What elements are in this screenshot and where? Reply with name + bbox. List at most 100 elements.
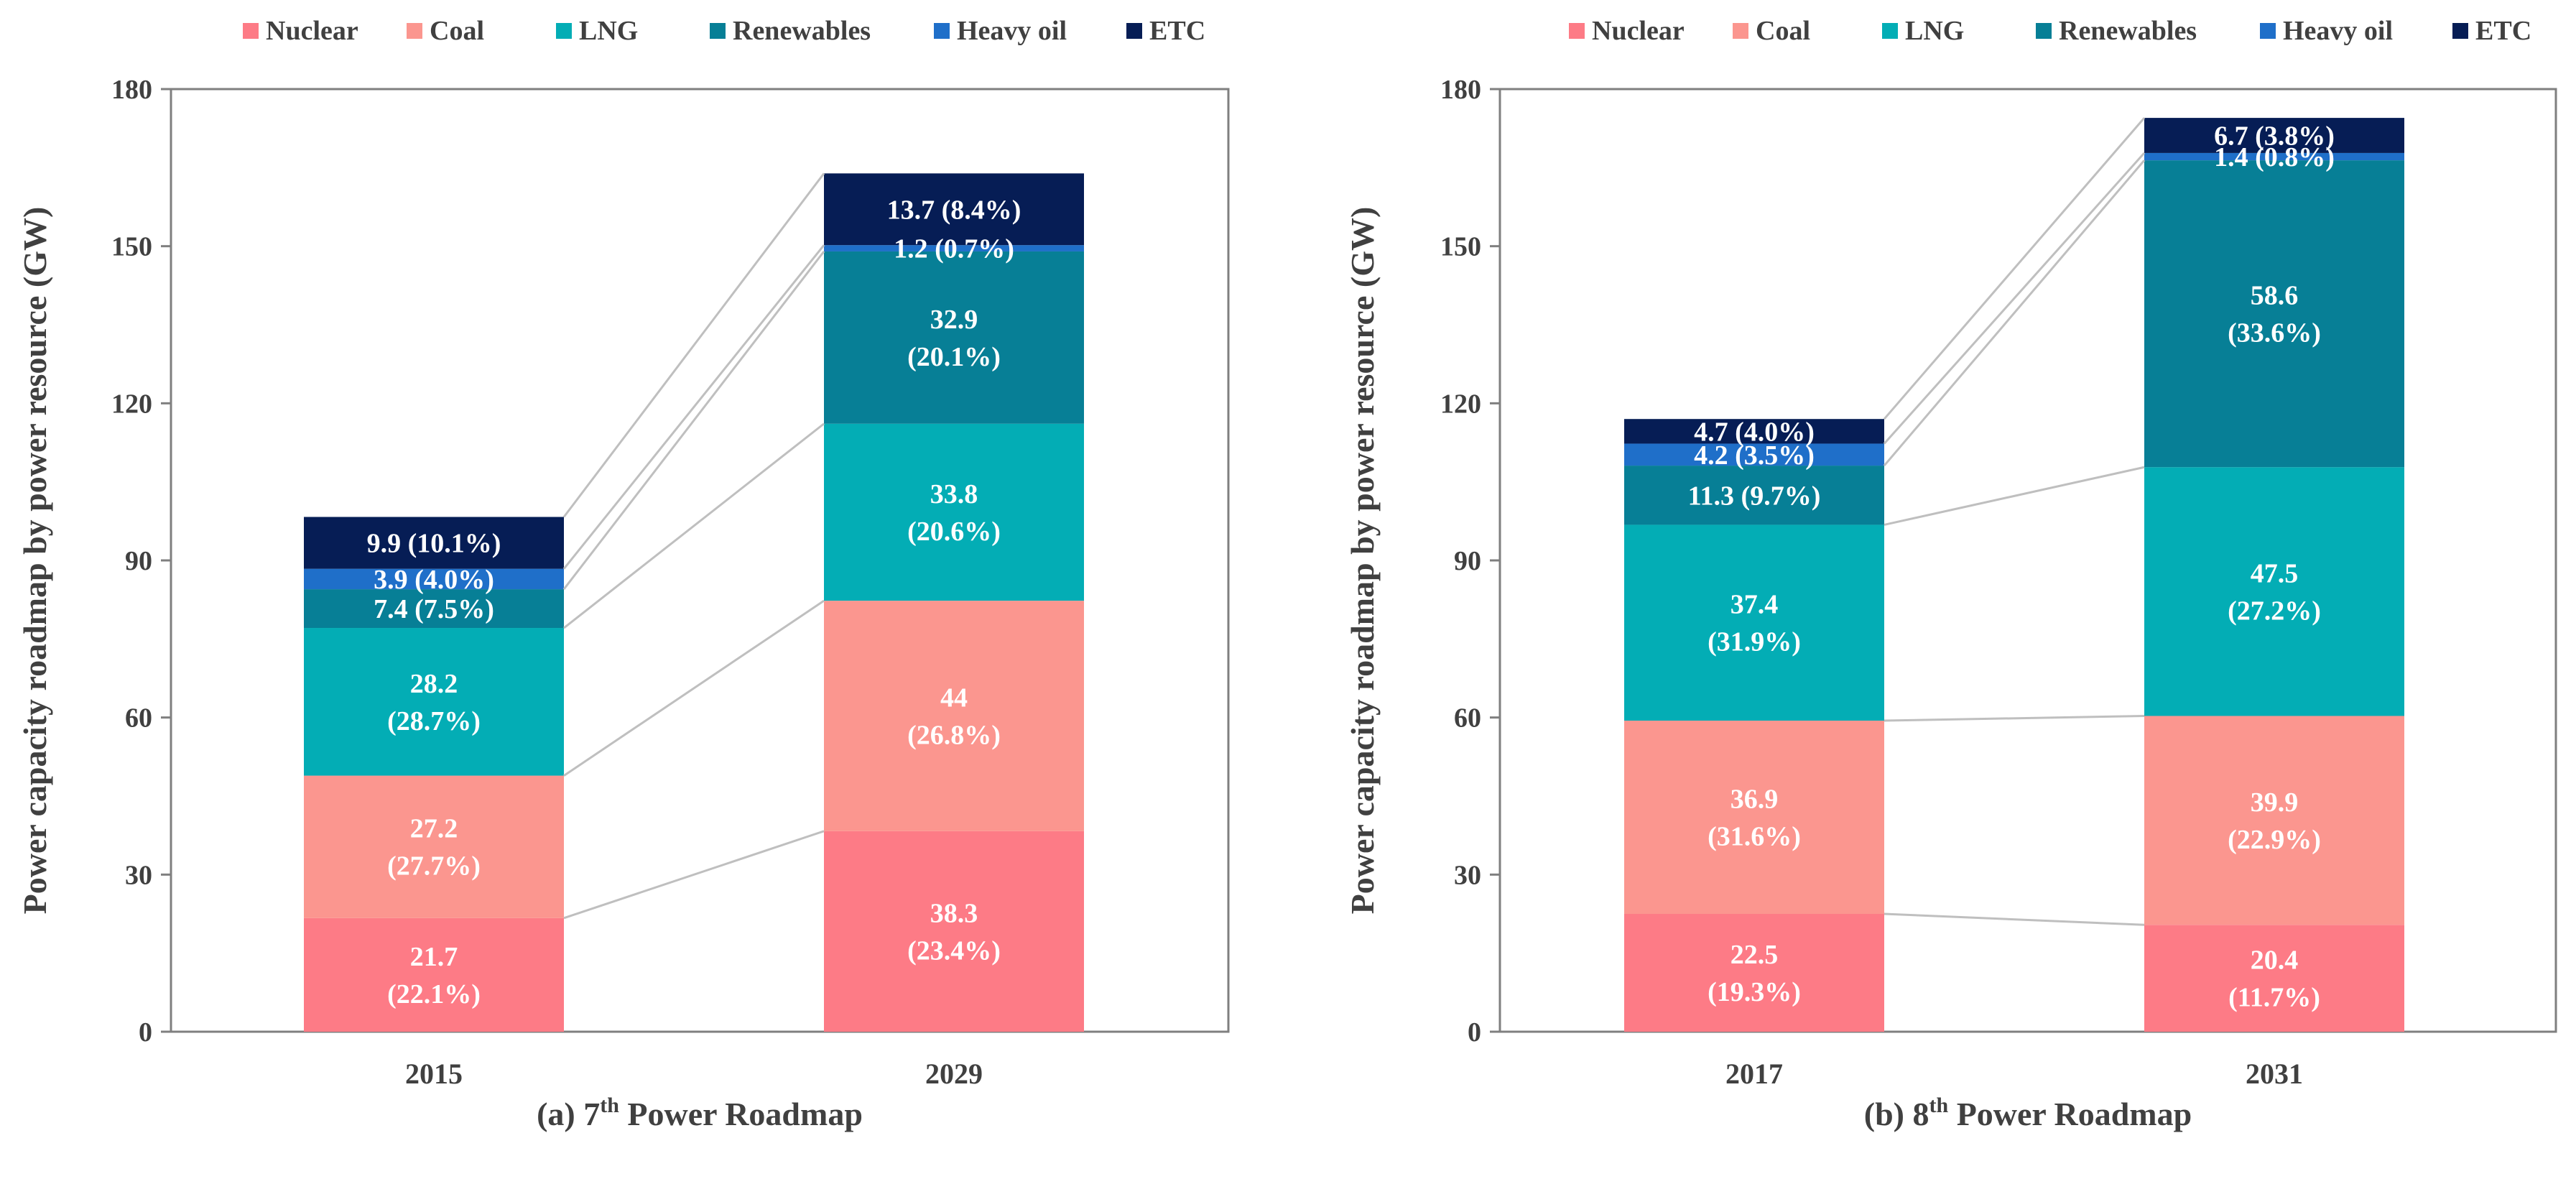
y-axis-title: Power capacity roadmap by power resource… (17, 207, 53, 915)
legend-item-coal: Coal (407, 16, 484, 46)
bar-segment-etc-2017 (1624, 419, 1884, 444)
legend-label-renewables: Renewables (733, 16, 871, 46)
y-tick-label: 180 (1440, 75, 1481, 105)
legend-swatch-coal (1733, 23, 1748, 39)
data-label-coal-2029: 44 (26.8%) (907, 683, 1001, 750)
panel-title: (b) 8th Power Roadmap (1864, 1094, 2192, 1132)
legend-swatch-nuclear (1569, 23, 1585, 39)
chart-panel-a: 0 30 60 90 120 150 180 Power capacity roadmap b… (17, 16, 1230, 1132)
y-tick-label: 60 (125, 703, 152, 734)
bar-segment-coal-2029 (824, 601, 1084, 831)
panel-title: (a) 7th Power Roadmap (537, 1094, 863, 1132)
data-label-coal-2031: 39.9 (22.9%) (2228, 787, 2321, 855)
connector-line (563, 599, 825, 777)
data-label-etc-2015: 9.9 (10.1%) (367, 529, 501, 559)
legend-label-heavy-oil: Heavy oil (957, 16, 1067, 46)
connector-line (1884, 466, 2145, 526)
legend-label-lng: LNG (1905, 16, 1964, 46)
y-tick-label: 150 (1440, 232, 1481, 262)
connector-line (1883, 117, 2146, 420)
legend-swatch-nuclear (243, 23, 259, 39)
y-tick-label: 0 (139, 1017, 152, 1048)
legend-swatch-heavy-oil (934, 23, 950, 39)
legend-label-etc: ETC (1149, 16, 1205, 46)
y-tick-label: 30 (125, 860, 152, 890)
connector-line (563, 830, 825, 920)
x-tick-label-2029: 2029 (925, 1058, 983, 1090)
y-tick-label: 180 (111, 75, 152, 105)
chart-panel-b: 0 30 60 90 120 150 180 Power capacity roadmap b… (1344, 16, 2557, 1132)
x-tick-label-2017: 2017 (1725, 1058, 1783, 1090)
connector-line (563, 422, 825, 629)
legend-label-etc: ETC (2475, 16, 2531, 46)
legend-label-coal: Coal (430, 16, 484, 46)
legend-item-lng: LNG (556, 16, 638, 46)
legend-swatch-lng (556, 23, 572, 39)
bar-segment-renewables-2017 (1624, 466, 1884, 525)
data-label-lng-2029: 33.8 (20.6%) (907, 479, 1001, 547)
data-label-etc-2017: 4.7 (4.0%) (1694, 417, 1815, 447)
data-label-renewables-2031: 58.6 (33.6%) (2228, 281, 2321, 348)
bar-segment-heavy-oil-2017 (1624, 443, 1884, 466)
y-tick-label: 60 (1454, 703, 1481, 734)
legend-item-renewables: Renewables (2036, 16, 2197, 46)
legend-item-nuclear: Nuclear (243, 16, 358, 46)
data-label-heavy-oil-2029: 1.2 (0.7%) (894, 234, 1014, 264)
legend-swatch-heavy-oil (2260, 23, 2276, 39)
bar-segment-nuclear-2015 (304, 917, 564, 1032)
legend-item-etc: ETC (2452, 16, 2531, 46)
legend-swatch-renewables (710, 23, 726, 39)
data-label-heavy-oil-2031: 1.4 (0.8%) (2214, 142, 2335, 172)
legend-swatch-etc (1126, 23, 1142, 39)
bar-segment-renewables-2015 (304, 589, 564, 629)
data-label-renewables-2029: 32.9 (20.1%) (907, 305, 1001, 372)
data-label-nuclear-2029: 38.3 (23.4%) (907, 898, 1001, 966)
y-tick-label: 150 (111, 232, 152, 262)
y-tick-label: 90 (1454, 546, 1481, 576)
connector-line (1883, 152, 2146, 445)
bar-segment-lng-2017 (1624, 524, 1884, 721)
bar-segment-renewables-2029 (824, 251, 1084, 424)
y-tick-label: 30 (1454, 860, 1481, 890)
legend-item-lng: LNG (1882, 16, 1964, 46)
legend-label-nuclear: Nuclear (1592, 16, 1685, 46)
data-label-etc-2029: 13.7 (8.4%) (887, 195, 1021, 225)
data-label-renewables-2017: 11.3 (9.7%) (1688, 481, 1821, 511)
bar-segment-renewables-2031 (2144, 160, 2404, 468)
y-tick-label: 120 (1440, 389, 1481, 419)
data-label-renewables-2015: 7.4 (7.5%) (374, 594, 494, 624)
bar-segment-coal-2015 (304, 775, 564, 918)
bar-segment-nuclear-2017 (1624, 914, 1884, 1032)
legend-label-nuclear: Nuclear (266, 16, 358, 46)
bar-segment-heavy-oil-2029 (824, 245, 1084, 251)
connector-line (562, 172, 825, 518)
y-tick-label: 120 (111, 389, 152, 419)
connector-line (1884, 912, 2145, 926)
bar-segment-etc-2031 (2144, 118, 2404, 153)
x-tick-label-2015: 2015 (405, 1058, 463, 1090)
legend-item-heavy-oil: Heavy oil (934, 16, 1067, 46)
legend-swatch-renewables (2036, 23, 2052, 39)
legend-item-heavy-oil: Heavy oil (2260, 16, 2393, 46)
data-label-nuclear-2017: 22.5 (19.3%) (1708, 940, 1801, 1007)
connector-line (562, 251, 825, 591)
legend-item-etc: ETC (1126, 16, 1205, 46)
data-label-nuclear-2031: 20.4 (11.7%) (2228, 945, 2320, 1013)
y-tick-label: 90 (125, 546, 152, 576)
bar-segment-heavy-oil-2031 (2144, 152, 2404, 161)
bar-segment-lng-2031 (2144, 467, 2404, 716)
legend-swatch-coal (407, 23, 422, 39)
legend-swatch-etc (2452, 23, 2468, 39)
data-label-lng-2015: 28.2 (28.7%) (387, 669, 481, 736)
data-label-lng-2017: 37.4 (31.9%) (1708, 590, 1801, 657)
connector-line (562, 244, 825, 570)
legend-label-heavy-oil: Heavy oil (2283, 16, 2393, 46)
data-label-etc-2031: 6.7 (3.8%) (2214, 121, 2335, 152)
legend-item-coal: Coal (1733, 16, 1810, 46)
bar-segment-etc-2029 (824, 173, 1084, 246)
y-axis-title: Power capacity roadmap by power resource… (1344, 207, 1381, 915)
bar-segment-coal-2031 (2144, 716, 2404, 925)
x-tick-label-2031: 2031 (2246, 1058, 2303, 1090)
bar-segment-etc-2015 (304, 517, 564, 569)
bar-segment-lng-2015 (304, 628, 564, 776)
